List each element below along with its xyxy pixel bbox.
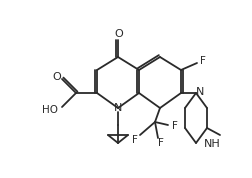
Text: O: O — [52, 72, 61, 82]
Text: F: F — [171, 121, 177, 131]
Text: F: F — [158, 138, 163, 148]
Text: F: F — [199, 56, 205, 66]
Text: F: F — [132, 135, 137, 145]
Text: NH: NH — [203, 139, 220, 149]
Text: O: O — [114, 29, 123, 39]
Text: N: N — [113, 103, 122, 113]
Text: N: N — [195, 87, 203, 97]
Text: HO: HO — [42, 105, 58, 115]
